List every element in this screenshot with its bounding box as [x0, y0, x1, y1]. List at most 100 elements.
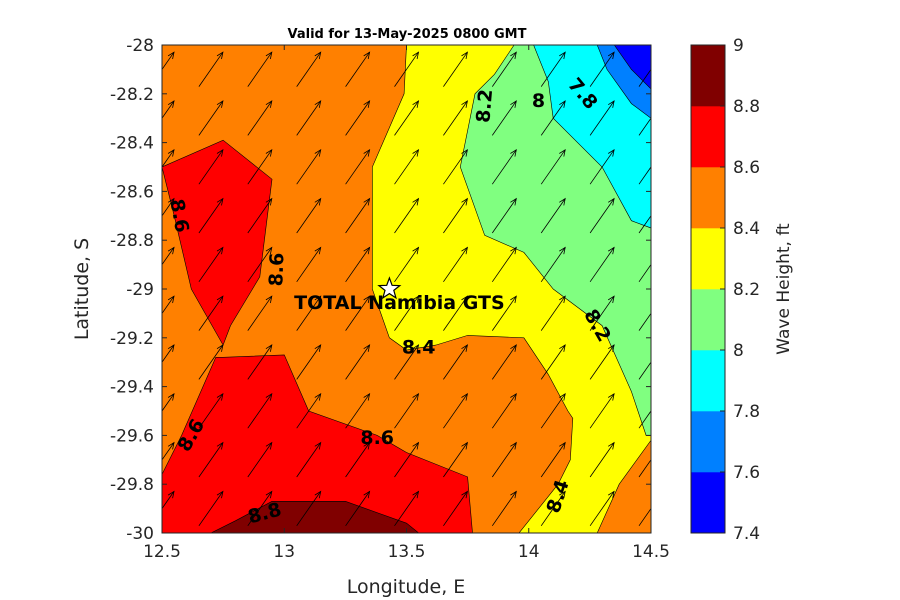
wave-arrow: [394, 441, 420, 478]
wave-arrow: [540, 100, 566, 136]
wave-arrow: [589, 100, 615, 136]
wave-arrow: [638, 459, 651, 478]
wave-arrow: [443, 246, 468, 283]
wave-arrow: [247, 51, 273, 87]
wave-arrow: [443, 51, 468, 87]
wave-arrow: [638, 166, 651, 185]
wave-arrow: [540, 344, 566, 380]
colorbar-band: [691, 167, 725, 229]
wave-arrow: [247, 441, 273, 478]
contour-region-8.8-9: [210, 500, 420, 533]
contour-region-8.6-8.8: [162, 139, 273, 346]
contour-label: 8.2: [472, 88, 497, 123]
y-tick-label: -29: [126, 280, 154, 300]
wave-arrow: [345, 51, 371, 87]
contour-label: 8.4: [402, 337, 436, 359]
wave-arrow: [296, 295, 322, 331]
wave-arrow: [540, 246, 566, 283]
wave-arrow: [491, 344, 517, 380]
wave-arrow: [638, 263, 651, 283]
x-tick-label: 13: [273, 542, 295, 562]
wave-arrow: [394, 246, 420, 283]
wave-arrow: [162, 392, 175, 412]
wave-arrow: [162, 51, 175, 71]
contour-label: 8.6: [265, 252, 288, 286]
colorbar-label: Wave Height, ft: [774, 223, 794, 355]
y-axis-ticks: -28 -28.2 -28.4 -28.6 -28.8 -29 -29.2 -29.4 -29.…: [110, 36, 651, 544]
wave-arrow: [589, 246, 615, 283]
wave-arrow: [162, 100, 175, 119]
wave-arrow: [540, 441, 566, 478]
wave-arrow: [198, 344, 224, 380]
wave-arrow: [247, 392, 273, 429]
wave-arrow: [638, 507, 651, 527]
wave-arrow: [247, 148, 273, 185]
wave-arrow: [443, 197, 468, 234]
contour-region-7.4-7.6: [613, 45, 651, 90]
wave-arrow: [589, 441, 615, 478]
y-tick-label: -30: [126, 524, 154, 544]
wave-arrow: [394, 148, 420, 185]
colorbar-band: [691, 411, 725, 473]
wave-direction-arrows: [162, 51, 651, 527]
wave-arrow: [394, 100, 420, 136]
wave-arrow: [345, 197, 371, 234]
wave-arrow: [198, 100, 224, 136]
y-tick-label: -28.4: [110, 134, 154, 154]
wave-arrow: [247, 100, 273, 136]
wave-arrow: [638, 410, 651, 429]
wave-arrow: [540, 392, 566, 429]
wave-arrow: [443, 295, 468, 331]
site-label: TOTAL Namibia GTS: [294, 292, 505, 314]
wave-arrow: [491, 148, 517, 185]
wave-arrow: [638, 215, 651, 234]
x-tick-label: 14.5: [632, 542, 670, 562]
wave-arrow: [296, 197, 322, 234]
colorbar-tick-label: 8: [733, 341, 744, 361]
wave-arrow: [247, 246, 273, 283]
colorbar-tick-label: 8.8: [733, 97, 760, 117]
wave-arrow: [491, 51, 517, 87]
wave-arrow: [540, 51, 566, 87]
colorbar-band: [691, 472, 725, 534]
y-tick-label: -29.4: [110, 378, 154, 398]
wave-arrow: [345, 295, 371, 331]
contour-region-8.6-8.8: [162, 354, 473, 533]
x-axis-label: Longitude, E: [347, 576, 466, 598]
colorbar-band: [691, 228, 725, 290]
wave-arrow: [296, 490, 322, 527]
contour-fills: [162, 45, 651, 533]
wave-arrow: [345, 392, 371, 429]
wave-arrow: [198, 392, 224, 429]
plot-area: 8.2 8 7.88.68.68.28.48.6 8.68.48.8 TOTAL Na…: [110, 36, 670, 562]
wave-arrow: [345, 441, 371, 478]
wave-arrow: [443, 441, 468, 478]
wave-arrow: [443, 392, 468, 429]
contour-label: 8: [532, 90, 545, 112]
wave-arrow: [247, 295, 273, 331]
wave-arrow: [394, 295, 420, 331]
wave-arrow: [589, 295, 615, 331]
wave-arrow: [491, 490, 517, 527]
wave-arrow: [394, 197, 420, 234]
x-axis-ticks: 12.5 13 13.5 14 14.5: [143, 45, 670, 562]
wave-arrow: [162, 246, 175, 266]
colorbar-band: [691, 45, 725, 107]
wave-arrow: [394, 51, 420, 87]
wave-arrow: [198, 197, 224, 234]
colorbar-tick-label: 8.2: [733, 280, 760, 300]
chart-title: Valid for 13-May-2025 0800 GMT: [288, 27, 527, 42]
wave-arrow: [198, 490, 224, 527]
wave-arrow: [296, 100, 322, 136]
wave-arrow: [491, 100, 517, 136]
wave-arrow: [247, 490, 273, 527]
x-tick-label: 13.5: [388, 542, 426, 562]
wave-arrow: [345, 246, 371, 283]
wave-arrow: [198, 51, 224, 87]
colorbar: 7.4 7.6 7.8 8 8.2 8.4 8.6 8.8 9: [690, 36, 760, 544]
colorbar-band: [691, 106, 725, 168]
wave-arrow: [162, 441, 175, 461]
wave-arrow: [394, 392, 420, 429]
wave-arrow: [638, 68, 651, 87]
